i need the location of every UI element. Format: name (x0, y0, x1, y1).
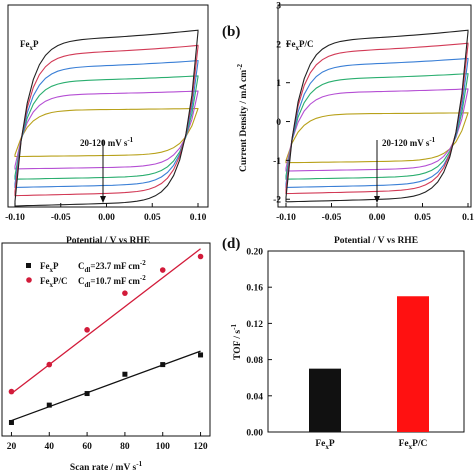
legend-marker-fexp (26, 263, 31, 268)
x-tick-label: 0.10 (190, 213, 207, 223)
x-tick-label: 80 (120, 442, 130, 452)
panel-d-y-ticks: 0.00 0.04 0.08 0.12 0.16 0.20 (246, 248, 272, 439)
panel-c-plot (8, 248, 204, 425)
bar-fexp (309, 368, 341, 432)
x-tick-label: 20 (7, 442, 17, 452)
panel-d-bars (309, 296, 429, 432)
data-point-fexpc (84, 327, 90, 333)
data-point-fexp (46, 402, 52, 408)
cv-curve-20mv (14, 107, 199, 158)
panel-b-letter: (b) (222, 24, 240, 40)
data-point-fexp (198, 352, 204, 358)
y-tick-label: 0.16 (246, 284, 263, 294)
cv-curve-40mv (285, 88, 469, 172)
panel-a-curves (14, 29, 199, 207)
x-tick-label: -0.10 (276, 213, 296, 223)
data-point-fexp (84, 391, 90, 397)
x-tick-label: 0.05 (144, 213, 161, 223)
cv-curve-120mv (14, 29, 199, 207)
y-tick-label: 0.08 (246, 356, 263, 366)
y-tick-label: -2 (273, 196, 281, 206)
category-label: FexP/C (399, 439, 428, 451)
panel-c-frame (1, 242, 211, 437)
bar-fexpc (397, 296, 429, 432)
panel-b-arrow-head (374, 196, 380, 203)
panel-b-frame (277, 4, 472, 208)
data-point-fexpc (8, 388, 15, 395)
x-tick-label: 0.05 (414, 213, 431, 223)
panel-d-y-axis-title: TOF / s-1 (230, 324, 243, 360)
cv-curve-100mv (285, 42, 469, 195)
panel-b-x-ticks: -0.10 -0.05 0.00 0.05 0.1 (276, 203, 474, 223)
x-tick-label: 0.00 (369, 213, 386, 223)
legend-cdl-fexpc: Cdl=10.7 mF cm-2 (78, 274, 146, 289)
fit-line-fexpc (11, 248, 201, 395)
data-point-fexpc (159, 267, 166, 273)
y-tick-label: 2 (276, 40, 281, 50)
y-tick-label: 0.20 (246, 248, 263, 258)
legend-label-fexp: FexP (40, 261, 59, 274)
panel-c-cdl-fit: 20 40 60 80 100 120 FexP Cdl=23.7 mF cm-2 Fex… (1, 242, 211, 473)
cv-curve-40mv (14, 90, 199, 170)
panel-a-material-label: FexP (20, 39, 39, 52)
panel-b-x-axis-title: Potential / V vs RHE (334, 236, 418, 246)
data-point-fexp (122, 371, 128, 377)
panel-b-cv-fexpc: (b) -0.10 -0.05 0.00 0.05 0.1 -2 -1 0 1 2 3 Curre… (222, 2, 474, 247)
x-tick-label: 40 (45, 442, 55, 452)
panel-b-y-axis-title: Current Density / mA cm-2 (236, 63, 249, 172)
panel-a-cv-fexp: -0.10 -0.05 0.00 0.05 0.10 FexP 20-120 mV s-… (5, 4, 209, 246)
fit-line-fexp (11, 350, 201, 422)
panel-a-frame (7, 4, 209, 208)
panel-c-legend: FexP Cdl=23.7 mF cm-2 FexP/C Cdl=10.7 mF… (26, 259, 146, 289)
cv-curve-80mv (285, 57, 469, 188)
x-tick-label: 60 (82, 442, 92, 452)
legend-cdl-fexp: Cdl=23.7 mF cm-2 (78, 259, 146, 274)
x-tick-label: -0.05 (51, 213, 71, 223)
panel-d-frame (267, 250, 465, 433)
panel-b-material-label: FexP/C (286, 39, 314, 52)
data-point-fexpc (197, 253, 204, 260)
panel-a-scan-annotation: 20-120 mV s-1 (80, 136, 134, 148)
y-tick-label: 3 (276, 2, 281, 12)
cv-curve-120mv (285, 29, 469, 203)
cv-curve-100mv (14, 44, 199, 197)
x-tick-label: 0.1 (462, 213, 474, 223)
x-tick-label: 120 (193, 442, 208, 452)
cv-curve-60mv (285, 73, 469, 180)
data-point-fexpc (122, 290, 128, 296)
panel-c-x-ticks: 20 40 60 80 100 120 (7, 432, 208, 452)
panel-a-x-axis-title: Potential / V vs RHE (66, 236, 150, 246)
cv-curve-60mv (14, 75, 199, 180)
panel-a-arrow-head (100, 196, 106, 203)
cv-curve-20mv (285, 112, 469, 164)
panel-b-curves (285, 29, 469, 203)
legend-marker-fexpc (26, 277, 32, 283)
x-tick-label: -0.10 (5, 213, 25, 223)
category-label: FexP (315, 439, 335, 451)
legend-label-fexpc: FexP/C (40, 276, 68, 289)
data-point-fexp (160, 362, 166, 368)
panel-b-y-ticks: -2 -1 0 1 2 3 (273, 2, 290, 206)
y-tick-label: 0 (276, 118, 281, 128)
y-tick-label: 0.12 (246, 320, 263, 330)
y-tick-label: 0.00 (246, 429, 263, 439)
panel-c-x-axis-title: Scan rate / mV s-1 (70, 460, 143, 473)
panel-b-scan-annotation: 20-120 mV s-1 (382, 136, 436, 148)
y-tick-label: 0.04 (246, 392, 263, 402)
y-tick-label: 1 (276, 79, 281, 89)
panel-d-letter: (d) (222, 236, 240, 252)
x-tick-label: -0.05 (322, 213, 342, 223)
data-point-fexpc (46, 361, 53, 368)
panel-d-tof-bars: (d) 0.000.040.080.120.160.20 FexP FexP/C … (222, 236, 465, 451)
panel-d-x-categories: FexP FexP/C (315, 439, 427, 451)
y-tick-label: -1 (273, 157, 281, 167)
x-tick-label: 0.00 (98, 213, 115, 223)
data-point-fexp (8, 419, 14, 425)
x-tick-label: 100 (156, 442, 171, 452)
cv-curve-80mv (14, 60, 199, 188)
panel-a-x-ticks: -0.10 -0.05 0.00 0.05 0.10 (5, 203, 207, 223)
